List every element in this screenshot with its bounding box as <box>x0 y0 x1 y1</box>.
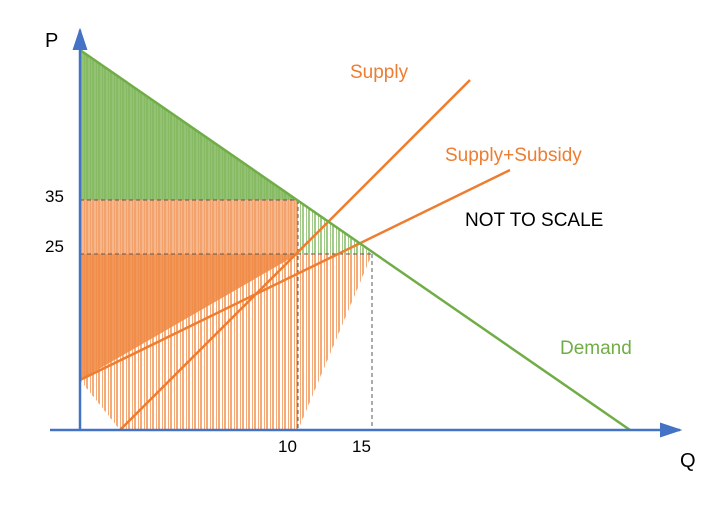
x-tick-15: 15 <box>352 437 371 457</box>
x-tick-10: 10 <box>278 437 297 457</box>
y-tick-35: 35 <box>45 187 64 207</box>
y-tick-25: 25 <box>45 237 64 257</box>
demand-label: Demand <box>560 338 632 360</box>
x-axis-label: Q <box>680 450 696 473</box>
supply-subsidy-label: Supply+Subsidy <box>445 145 582 167</box>
supply-label: Supply <box>350 62 408 84</box>
not-to-scale-annotation: NOT TO SCALE <box>465 210 603 232</box>
y-axis-label: P <box>45 30 58 53</box>
chart-container: P Q 35 25 10 15 Supply Supply+Subsidy De… <box>0 0 717 507</box>
